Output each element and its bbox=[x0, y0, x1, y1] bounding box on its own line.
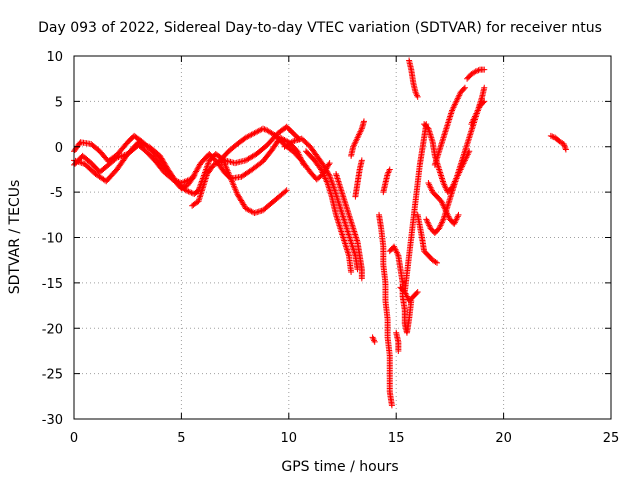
data-point bbox=[480, 99, 487, 106]
data-point bbox=[211, 161, 218, 168]
series-track-11 bbox=[369, 334, 378, 345]
axis-ticks: 0 5 10 15 20 25 -30 -25 -20 -15 -10 -5 0 5 10 bbox=[42, 50, 620, 446]
data-point bbox=[182, 187, 189, 194]
data-point bbox=[261, 126, 268, 133]
data-point bbox=[434, 259, 441, 266]
series-track-8 bbox=[348, 118, 367, 159]
data-point bbox=[348, 268, 355, 275]
data-point bbox=[461, 84, 468, 91]
series-track-25 bbox=[464, 66, 488, 82]
data-point bbox=[358, 157, 365, 164]
data-point bbox=[547, 132, 554, 139]
data-point bbox=[474, 67, 481, 74]
series-track-12 bbox=[376, 211, 395, 409]
y-tick-label: -15 bbox=[42, 277, 63, 292]
data-points bbox=[71, 57, 569, 409]
y-axis-title: SDTVAR / TECUs bbox=[7, 180, 23, 295]
data-point bbox=[325, 161, 332, 168]
series-track-15 bbox=[393, 329, 402, 354]
data-point bbox=[562, 146, 569, 153]
data-point bbox=[185, 188, 192, 195]
data-point bbox=[388, 402, 395, 409]
data-point bbox=[395, 347, 402, 354]
data-point bbox=[186, 189, 193, 196]
series-track-26 bbox=[547, 132, 569, 153]
y-tick-label: -20 bbox=[42, 322, 63, 337]
x-axis-title: GPS time / hours bbox=[281, 459, 398, 475]
x-tick-label: 5 bbox=[177, 431, 185, 446]
data-point bbox=[184, 187, 191, 194]
y-tick-label: -25 bbox=[42, 368, 63, 383]
data-point bbox=[371, 338, 378, 345]
data-point bbox=[472, 68, 479, 75]
data-point bbox=[386, 166, 393, 173]
data-point bbox=[475, 67, 482, 74]
chart-title: Day 093 of 2022, Sidereal Day-to-day VTE… bbox=[38, 20, 602, 36]
data-point bbox=[561, 142, 568, 149]
x-tick-label: 15 bbox=[388, 431, 405, 446]
data-point bbox=[455, 211, 462, 218]
x-tick-label: 25 bbox=[603, 431, 620, 446]
data-point bbox=[213, 160, 220, 167]
data-point bbox=[432, 259, 439, 266]
data-point bbox=[460, 85, 467, 92]
x-tick-label: 10 bbox=[281, 431, 298, 446]
data-point bbox=[414, 93, 421, 100]
series-track-23 bbox=[431, 84, 468, 168]
data-point bbox=[283, 187, 290, 194]
y-tick-label: 5 bbox=[55, 95, 63, 110]
data-point bbox=[282, 188, 289, 195]
data-point bbox=[560, 141, 567, 148]
data-point bbox=[328, 177, 335, 184]
series-track-17 bbox=[406, 57, 421, 100]
data-point bbox=[360, 118, 367, 125]
series-track-7 bbox=[302, 148, 355, 275]
x-tick-label: 20 bbox=[495, 431, 512, 446]
data-point bbox=[481, 66, 488, 73]
series-track-10 bbox=[352, 157, 365, 200]
series-track-9 bbox=[333, 170, 365, 282]
data-point bbox=[481, 84, 488, 91]
data-point bbox=[326, 172, 333, 179]
series-track-20 bbox=[414, 211, 441, 266]
series-track-13 bbox=[380, 166, 393, 196]
data-point bbox=[413, 290, 420, 297]
data-point bbox=[481, 98, 488, 105]
data-point bbox=[327, 174, 334, 181]
data-point bbox=[325, 171, 332, 178]
data-point bbox=[328, 178, 335, 185]
series-track-6 bbox=[281, 135, 361, 273]
data-point bbox=[260, 125, 267, 132]
data-point bbox=[327, 175, 334, 182]
data-point bbox=[288, 139, 295, 146]
y-tick-label: -5 bbox=[50, 186, 63, 201]
data-point bbox=[549, 133, 556, 140]
data-point bbox=[562, 145, 569, 152]
series-track-4 bbox=[189, 158, 290, 216]
series-track-24 bbox=[468, 98, 488, 128]
x-tick-label: 0 bbox=[70, 431, 78, 446]
data-point bbox=[326, 160, 333, 167]
data-point bbox=[358, 275, 365, 282]
y-tick-label: -10 bbox=[42, 232, 63, 247]
data-point bbox=[561, 143, 568, 150]
y-tick-label: 10 bbox=[46, 50, 63, 65]
series-track-14 bbox=[386, 243, 415, 336]
data-point bbox=[414, 288, 421, 295]
series-track-3 bbox=[71, 123, 303, 197]
y-tick-label: 0 bbox=[55, 141, 63, 156]
y-tick-label: -30 bbox=[42, 413, 63, 428]
data-point bbox=[210, 161, 217, 168]
